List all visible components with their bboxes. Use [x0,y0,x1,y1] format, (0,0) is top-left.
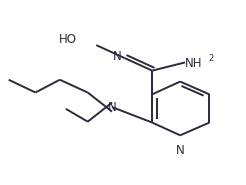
Text: N: N [176,144,184,157]
Text: NH: NH [185,57,202,70]
Text: HO: HO [59,33,77,46]
Text: 2: 2 [208,54,213,63]
Text: N: N [108,101,116,114]
Text: N: N [113,50,122,63]
